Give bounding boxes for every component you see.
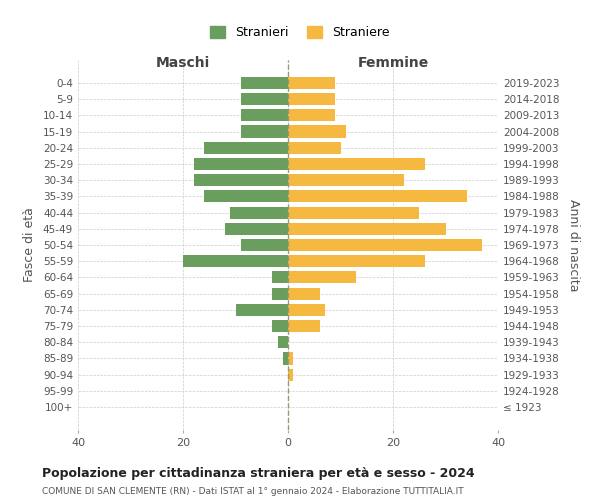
Bar	[288, 126, 346, 138]
Bar	[277, 336, 288, 348]
Bar	[288, 93, 335, 105]
Bar	[288, 320, 320, 332]
Y-axis label: Fasce di età: Fasce di età	[23, 208, 36, 282]
Bar	[241, 109, 288, 122]
Bar	[193, 174, 288, 186]
Bar	[288, 77, 335, 89]
Text: COMUNE DI SAN CLEMENTE (RN) - Dati ISTAT al 1° gennaio 2024 - Elaborazione TUTTI: COMUNE DI SAN CLEMENTE (RN) - Dati ISTAT…	[42, 488, 464, 496]
Bar	[204, 142, 288, 154]
Y-axis label: Anni di nascita: Anni di nascita	[566, 198, 580, 291]
Bar	[235, 304, 288, 316]
Bar	[183, 255, 288, 268]
Bar	[241, 239, 288, 251]
Legend: Stranieri, Straniere: Stranieri, Straniere	[205, 21, 395, 44]
Text: Femmine: Femmine	[358, 56, 428, 70]
Bar	[288, 158, 425, 170]
Bar	[288, 288, 320, 300]
Bar	[272, 320, 288, 332]
Bar	[241, 93, 288, 105]
Bar	[288, 272, 356, 283]
Bar	[288, 174, 404, 186]
Text: Maschi: Maschi	[156, 56, 210, 70]
Bar	[193, 158, 288, 170]
Bar	[288, 304, 325, 316]
Bar	[288, 255, 425, 268]
Bar	[288, 190, 467, 202]
Bar	[241, 126, 288, 138]
Bar	[288, 352, 293, 364]
Bar	[204, 190, 288, 202]
Bar	[288, 206, 419, 218]
Bar	[272, 272, 288, 283]
Bar	[288, 239, 482, 251]
Bar	[283, 352, 288, 364]
Bar	[241, 77, 288, 89]
Bar	[225, 222, 288, 235]
Bar	[288, 109, 335, 122]
Text: Popolazione per cittadinanza straniera per età e sesso - 2024: Popolazione per cittadinanza straniera p…	[42, 468, 475, 480]
Bar	[288, 368, 293, 381]
Bar	[288, 142, 341, 154]
Bar	[272, 288, 288, 300]
Bar	[288, 222, 445, 235]
Bar	[230, 206, 288, 218]
